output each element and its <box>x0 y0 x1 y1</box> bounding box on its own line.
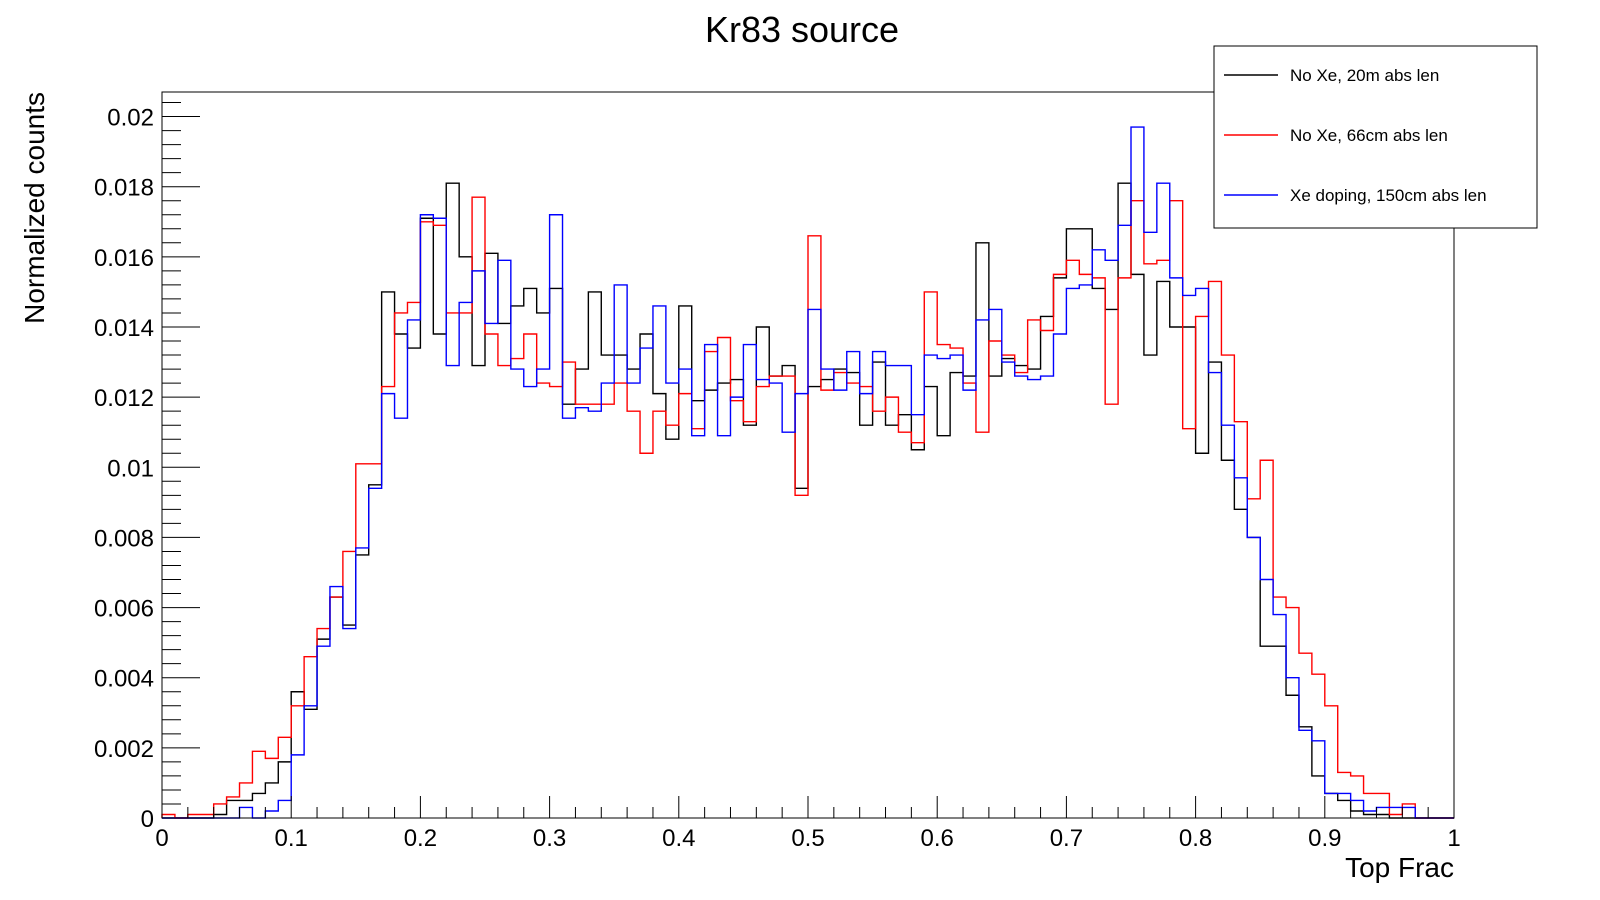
x-tick-label: 0.5 <box>791 825 824 852</box>
y-tick-label: 0.02 <box>107 105 154 132</box>
y-tick-label: 0.016 <box>94 245 154 272</box>
y-tick-label: 0.012 <box>94 385 154 412</box>
x-tick-label: 0.3 <box>533 825 566 852</box>
series-line-2 <box>161 196 1454 819</box>
y-tick-label: 0.01 <box>107 455 154 482</box>
legend-label-2: No Xe, 66cm abs len <box>1290 126 1448 145</box>
x-tick-label: 0.8 <box>1179 825 1212 852</box>
x-tick-label: 0.9 <box>1308 825 1341 852</box>
y-tick-label: 0.002 <box>94 736 154 763</box>
x-tick-label: 0.4 <box>662 825 695 852</box>
y-tick-label: 0.006 <box>94 596 154 623</box>
x-tick-label: 0.7 <box>1050 825 1083 852</box>
x-tick-label: 1 <box>1447 825 1460 852</box>
y-tick-label: 0 <box>141 806 154 833</box>
y-axis-label: Normalized counts <box>19 92 50 324</box>
x-tick-label: 0.6 <box>921 825 954 852</box>
legend-label-1: No Xe, 20m abs len <box>1290 66 1439 85</box>
x-axis-label: Top Frac <box>1345 852 1454 883</box>
y-tick-label: 0.018 <box>94 175 154 202</box>
legend-label-3: Xe doping, 150cm abs len <box>1290 186 1487 205</box>
series-layer <box>161 126 1454 819</box>
legend: No Xe, 20m abs len No Xe, 66cm abs len Xe … <box>1213 45 1538 229</box>
y-tick-label: 0.014 <box>94 315 154 342</box>
y-tick-label: 0.008 <box>94 525 154 552</box>
legend-box <box>1213 45 1538 229</box>
series-line-3 <box>162 126 1454 819</box>
y-tick-label: 0.004 <box>94 666 154 693</box>
axis-layer: 0 0.1 0.2 0.3 0.4 0.5 0.6 0.7 0.8 0.9 1 0 0.002 0.004… <box>94 102 1461 852</box>
x-tick-label: 0 <box>155 825 168 852</box>
chart-title: Kr83 source <box>705 9 899 50</box>
x-tick-label: 0.1 <box>275 825 308 852</box>
x-tick-label: 0.2 <box>404 825 437 852</box>
